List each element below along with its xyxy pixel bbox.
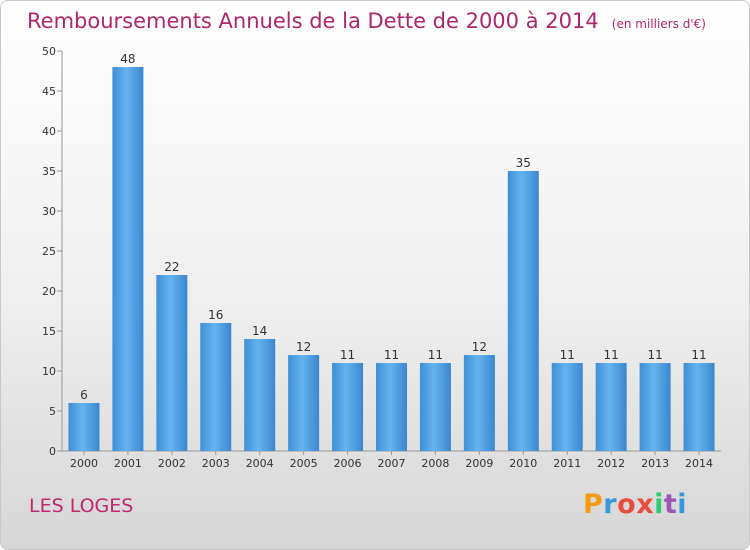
x-tick-label-2006: 2006: [334, 457, 362, 470]
y-tick-label: 0: [49, 445, 56, 458]
y-tick-label: 35: [42, 165, 56, 178]
title-row: Remboursements Annuels de la Dette de 20…: [27, 9, 706, 33]
x-tick-label-2001: 2001: [114, 457, 142, 470]
bar-2003: [200, 323, 232, 451]
logo-letter: x: [636, 489, 655, 520]
x-tick-label-2008: 2008: [421, 457, 449, 470]
x-tick-label-2004: 2004: [246, 457, 274, 470]
logo-letter: o: [617, 489, 637, 520]
x-tick-label-2000: 2000: [70, 457, 98, 470]
value-label-2001: 48: [120, 52, 135, 66]
y-tick-label: 25: [42, 245, 56, 258]
value-label-2003: 16: [208, 308, 223, 322]
x-tick-label-2012: 2012: [597, 457, 625, 470]
x-tick-label-2013: 2013: [641, 457, 669, 470]
bar-2012: [595, 363, 627, 451]
x-tick-label-2003: 2003: [202, 457, 230, 470]
bar-2001: [112, 67, 144, 451]
bars: [68, 67, 715, 451]
y-tick-label: 40: [42, 125, 56, 138]
x-tick-label-2005: 2005: [290, 457, 318, 470]
logo-letter: i: [677, 489, 688, 520]
bar-2013: [639, 363, 671, 451]
bar-2006: [332, 363, 364, 451]
bar-2010: [507, 171, 539, 451]
value-label-2011: 11: [560, 348, 575, 362]
value-label-2002: 22: [164, 260, 179, 274]
value-label-2010: 35: [516, 156, 531, 170]
bar-2008: [419, 363, 451, 451]
labels: 6 2000 48 2001 22 2002 16 2003 14 2004 12 2005 11 200…: [70, 52, 713, 470]
logo-letter: P: [583, 489, 604, 520]
value-label-2007: 11: [384, 348, 399, 362]
value-label-2005: 12: [296, 340, 311, 354]
y-tick-label: 5: [49, 405, 56, 418]
logo-letter: t: [663, 489, 678, 520]
value-label-2014: 11: [691, 348, 706, 362]
y-tick-label: 20: [42, 285, 56, 298]
y-tick-label: 30: [42, 205, 56, 218]
bar-2014: [683, 363, 715, 451]
bar-2005: [288, 355, 320, 451]
value-label-2008: 11: [428, 348, 443, 362]
y-tick-label: 10: [42, 365, 56, 378]
chart-subtitle: (en milliers d'€): [611, 17, 706, 31]
bar-2002: [156, 275, 188, 451]
x-tick-label-2014: 2014: [685, 457, 713, 470]
value-label-2009: 12: [472, 340, 487, 354]
value-label-2000: 6: [80, 388, 88, 402]
value-label-2004: 14: [252, 324, 267, 338]
value-label-2013: 11: [647, 348, 662, 362]
bar-2000: [68, 403, 100, 451]
y-tick-label: 15: [42, 325, 56, 338]
logo-letter: i: [654, 489, 664, 520]
x-tick-label-2002: 2002: [158, 457, 186, 470]
proxiti-logo: Proxiti: [583, 489, 687, 520]
bar-2004: [244, 339, 276, 451]
bar-2009: [463, 355, 495, 451]
chart-title: Remboursements Annuels de la Dette de 20…: [27, 9, 599, 33]
x-tick-label-2007: 2007: [378, 457, 406, 470]
value-label-2006: 11: [340, 348, 355, 362]
value-label-2012: 11: [604, 348, 619, 362]
x-tick-label-2011: 2011: [553, 457, 581, 470]
y-tick-label: 45: [42, 85, 56, 98]
logo-letter: r: [603, 489, 618, 520]
bar-2011: [551, 363, 583, 451]
x-tick-label-2009: 2009: [465, 457, 493, 470]
x-tick-label-2010: 2010: [509, 457, 537, 470]
commune-name: LES LOGES: [29, 495, 134, 517]
bar-2007: [376, 363, 407, 451]
y-tick-label: 50: [42, 45, 56, 58]
